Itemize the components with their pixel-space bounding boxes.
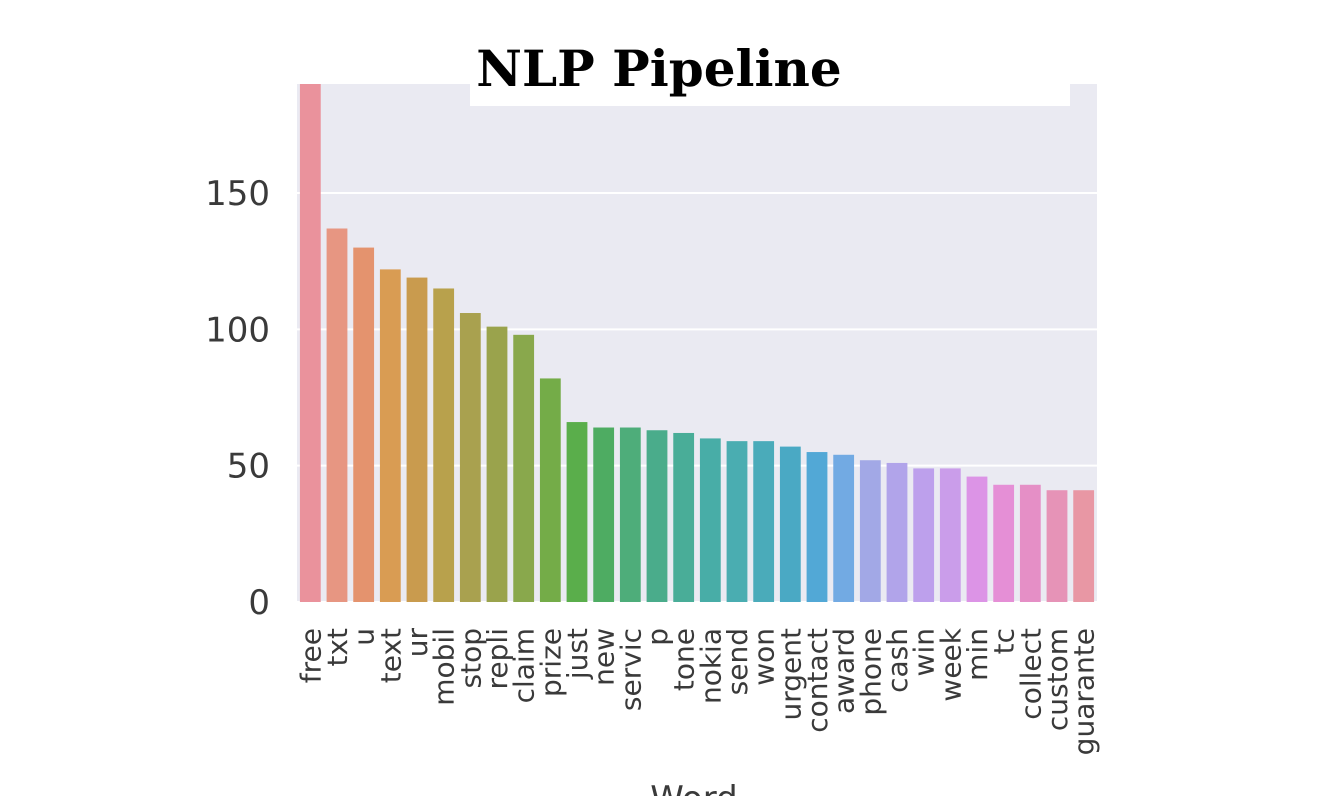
bar-just <box>566 422 588 602</box>
y-tick-label: 100 <box>205 310 270 350</box>
bar-min <box>966 476 988 602</box>
x-tick-label: u <box>348 628 381 646</box>
x-tick-label: guarante <box>1068 628 1101 755</box>
x-tick-label: p <box>641 628 674 646</box>
y-tick-labels: 0 50 100 150 <box>205 174 270 623</box>
x-tick-label: min <box>961 628 994 681</box>
bar-guarante <box>1073 490 1095 602</box>
x-tick-label: claim <box>508 628 541 703</box>
bar-nokia <box>699 438 721 602</box>
bar-ur <box>406 277 428 602</box>
bar-contact <box>806 452 828 602</box>
bar-claim <box>513 334 535 602</box>
bar-servic <box>619 427 641 602</box>
x-tick-label: collect <box>1014 628 1047 720</box>
x-tick-label: servic <box>614 628 647 711</box>
title-backdrop <box>470 14 1070 106</box>
x-tick-labels: freetxtutexturmobilstoprepliclaimprizeju… <box>294 627 1100 755</box>
bar-win <box>913 468 935 602</box>
x-tick-label: win <box>908 628 941 676</box>
bar-award <box>833 454 855 602</box>
x-tick-label: free <box>294 628 327 683</box>
x-tick-label: nokia <box>694 628 727 704</box>
x-tick-label: txt <box>321 628 354 667</box>
x-tick-label: prize <box>534 628 567 697</box>
y-tick-label: 150 <box>205 174 270 214</box>
x-tick-label: custom <box>1041 628 1074 731</box>
plot-background <box>297 84 1097 602</box>
bar-urgent <box>779 446 801 602</box>
x-tick-label: urgent <box>774 628 807 721</box>
bar-tone <box>673 432 695 602</box>
x-tick-label: cash <box>881 628 914 693</box>
x-tick-label: contact <box>801 628 834 733</box>
bar-week <box>939 468 961 602</box>
x-axis-label: Word <box>650 779 737 796</box>
gridlines <box>297 192 1097 603</box>
x-tick-label: repli <box>481 628 514 689</box>
bar-repli <box>486 326 508 602</box>
bar-text <box>379 269 401 602</box>
x-tick-label: week <box>934 627 967 701</box>
bar-p <box>646 430 668 602</box>
y-tick-label: 50 <box>227 447 270 487</box>
bar-new <box>593 427 615 602</box>
bar-cash <box>886 462 908 602</box>
bar-stop <box>459 313 481 602</box>
bar-collect <box>1019 484 1041 602</box>
bar-prize <box>539 378 561 602</box>
x-tick-label: tc <box>988 628 1021 654</box>
bar-u <box>353 247 375 602</box>
x-tick-label: ur <box>401 628 434 658</box>
x-tick-label: won <box>748 628 781 686</box>
x-tick-label: stop <box>454 628 487 688</box>
bars <box>299 84 1095 602</box>
bar-custom <box>1046 490 1068 602</box>
bar-send <box>726 441 748 602</box>
bar-phone <box>859 460 881 602</box>
chart-title: NLP Pipeline <box>476 39 841 98</box>
bar-mobil <box>433 288 455 602</box>
x-tick-label: send <box>721 628 754 695</box>
y-tick-label: 0 <box>248 583 270 623</box>
bar-txt <box>326 228 348 602</box>
x-tick-label: mobil <box>428 628 461 706</box>
x-tick-label: new <box>588 628 621 686</box>
x-tick-label: tone <box>668 628 701 691</box>
bar-free <box>299 84 321 602</box>
bar-won <box>753 441 775 602</box>
bar-tc <box>993 484 1015 602</box>
x-tick-label: award <box>828 628 861 714</box>
x-tick-label: phone <box>854 628 887 716</box>
x-tick-label: text <box>374 628 407 683</box>
x-tick-label: just <box>561 628 594 680</box>
